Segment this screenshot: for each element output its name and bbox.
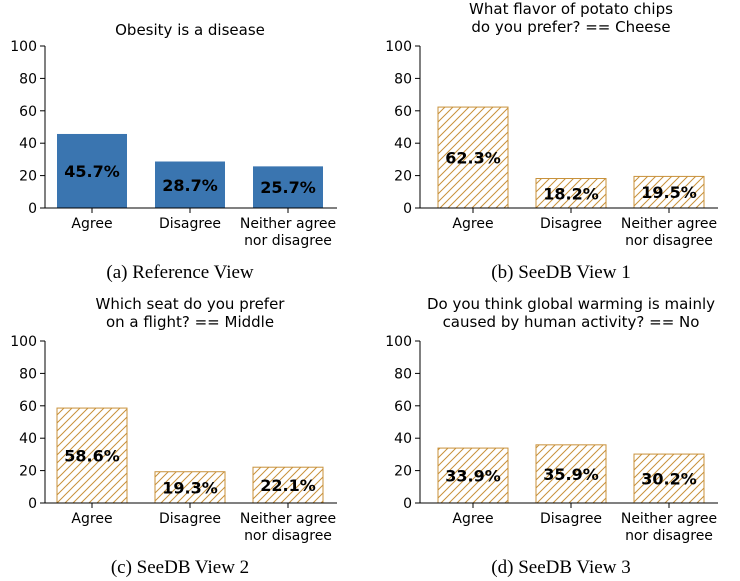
x-tick-label: Disagree: [159, 511, 221, 527]
chart-title: Which seat do you prefer on a flight? == …: [96, 295, 286, 331]
y-tick-label: 0: [28, 201, 37, 217]
y-tick-label: 100: [10, 334, 37, 350]
x-tick-label: Neither agree nor disagree: [240, 511, 336, 544]
bar: [253, 166, 323, 208]
caption: (a) Reference View: [106, 262, 254, 283]
bar: [154, 471, 226, 504]
data-label: 33.9%: [445, 467, 501, 486]
x-tick-label: Agree: [71, 216, 112, 232]
data-label: 45.7%: [64, 162, 120, 181]
caption: (b) SeeDB View 1: [491, 262, 630, 283]
data-label: 19.3%: [162, 478, 218, 497]
y-tick-label: 40: [394, 431, 412, 447]
y-tick-label: 100: [10, 39, 37, 55]
caption: (d) SeeDB View 3: [491, 557, 630, 578]
x-tick-label: Agree: [71, 511, 112, 527]
bar: [56, 407, 128, 504]
y-tick-label: 20: [19, 169, 37, 185]
data-label: 62.3%: [445, 149, 501, 168]
y-tick-label: 0: [28, 496, 37, 512]
data-label: 35.9%: [543, 465, 599, 484]
y-tick-label: 20: [394, 169, 412, 185]
bar: [633, 453, 705, 504]
chart-title: Obesity is a disease: [115, 21, 265, 39]
y-tick-label: 40: [394, 136, 412, 152]
caption: (c) SeeDB View 2: [111, 557, 249, 578]
data-label: 22.1%: [260, 476, 316, 495]
x-tick-label: Neither agree nor disagree: [621, 511, 717, 544]
y-tick-label: 60: [19, 104, 37, 120]
y-tick-label: 80: [394, 366, 412, 382]
bar: [57, 133, 127, 208]
y-tick-label: 80: [19, 366, 37, 382]
y-tick-label: 0: [403, 201, 412, 217]
y-tick-label: 40: [19, 431, 37, 447]
x-tick-label: Neither agree nor disagree: [240, 216, 336, 249]
chart-title: What flavor of potato chips do you prefer…: [469, 0, 673, 36]
x-tick-label: Agree: [452, 216, 493, 232]
y-tick-label: 0: [403, 496, 412, 512]
y-tick-label: 20: [19, 464, 37, 480]
y-tick-label: 80: [394, 71, 412, 87]
y-tick-label: 60: [394, 399, 412, 415]
data-label: 19.5%: [641, 183, 697, 202]
bar: [437, 447, 509, 504]
y-tick-label: 100: [385, 39, 412, 55]
data-label: 30.2%: [641, 470, 697, 489]
data-label: 58.6%: [64, 447, 120, 466]
x-tick-label: Disagree: [540, 511, 602, 527]
x-tick-label: Disagree: [159, 216, 221, 232]
y-tick-label: 100: [385, 334, 412, 350]
bar: [155, 161, 225, 208]
data-label: 18.2%: [543, 184, 599, 203]
y-tick-label: 40: [19, 136, 37, 152]
data-label: 28.7%: [162, 176, 218, 195]
y-tick-label: 60: [394, 104, 412, 120]
x-tick-label: Agree: [452, 511, 493, 527]
y-tick-label: 20: [394, 464, 412, 480]
y-tick-label: 60: [19, 399, 37, 415]
x-tick-label: Neither agree nor disagree: [621, 216, 717, 249]
y-tick-label: 80: [19, 71, 37, 87]
x-tick-label: Disagree: [540, 216, 602, 232]
data-label: 25.7%: [260, 178, 316, 197]
chart-title: Do you think global warming is mainly cau…: [427, 295, 715, 331]
bar: [535, 178, 607, 209]
